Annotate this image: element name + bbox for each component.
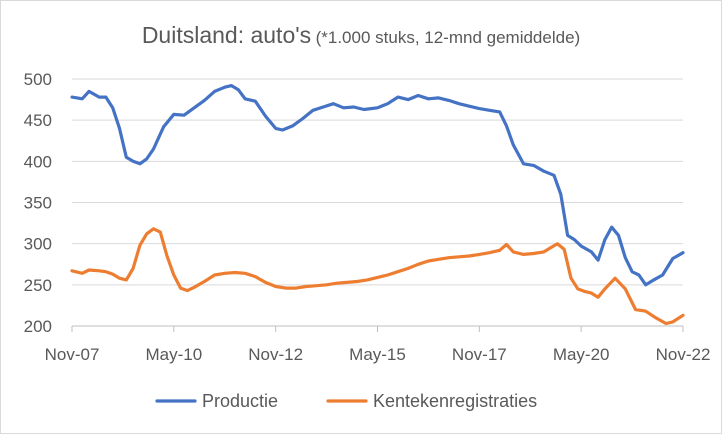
legend: Productie Kentekenregistraties — [155, 391, 537, 411]
legend-item-2: Kentekenregistraties — [326, 391, 537, 411]
y-tick-label: 250 — [24, 276, 52, 295]
y-tick-label: 300 — [24, 235, 52, 254]
x-axis: Nov-07 May-10 Nov-12 May-15 Nov-17 May-20 Nov-… — [45, 325, 711, 364]
x-tick-label: May-10 — [145, 345, 202, 364]
y-tick-label: 200 — [24, 317, 52, 336]
series-line-1 — [70, 84, 685, 287]
chart-title-block: Duitsland: auto's (*1.000 stuks, 12-mnd … — [0, 22, 722, 49]
x-tick-label: Nov-22 — [656, 345, 711, 364]
x-tick-label: Nov-17 — [452, 345, 507, 364]
x-tick-label: May-15 — [349, 345, 406, 364]
chart-subtitle: (*1.000 stuks, 12-mnd gemiddelde) — [315, 28, 581, 47]
y-tick-label: 450 — [24, 111, 52, 130]
series-lines — [70, 84, 685, 326]
series-line-2 — [70, 227, 685, 326]
chart-title: Duitsland: auto's — [141, 22, 312, 48]
x-tick-label: May-20 — [553, 345, 610, 364]
legend-item-1: Productie — [155, 391, 278, 411]
x-tick-label: Nov-07 — [45, 345, 100, 364]
x-tick-label: Nov-12 — [248, 345, 303, 364]
gridlines — [72, 78, 683, 286]
y-axis-ticks: 200 250 300 350 400 450 500 — [24, 70, 52, 336]
y-tick-label: 500 — [24, 70, 52, 89]
y-tick-label: 350 — [24, 194, 52, 213]
legend-label: Kentekenregistraties — [373, 391, 537, 411]
legend-label: Productie — [202, 391, 278, 411]
y-tick-label: 400 — [24, 152, 52, 171]
